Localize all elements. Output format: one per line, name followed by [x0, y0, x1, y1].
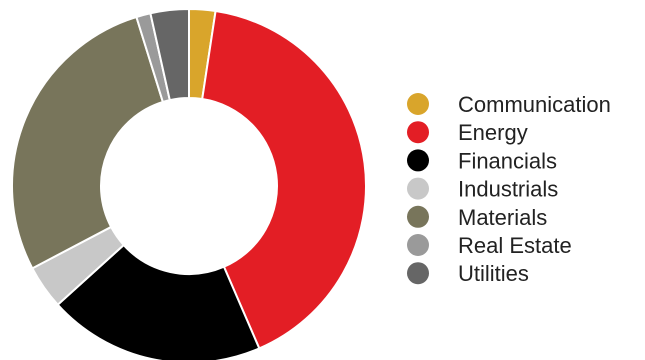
legend-marker-communication [407, 93, 429, 115]
legend-marker-energy [407, 121, 429, 144]
legend-label-industrials: Industrials [458, 177, 558, 202]
legend-label-financials: Financials [458, 148, 557, 173]
legend-marker-utilities [407, 262, 429, 285]
slice-energy [201, 9, 367, 350]
legend: Communication Energy Financials Industrials… [407, 92, 611, 286]
slice-financials [56, 243, 261, 360]
legend-label-real-estate: Real Estate [458, 233, 572, 258]
legend-marker-industrials [407, 177, 429, 200]
slice-utilities [149, 7, 190, 102]
legend-marker-financials [407, 149, 429, 172]
legend-label-materials: Materials [458, 205, 547, 230]
legend-label-communication: Communication [458, 92, 611, 117]
legend-label-energy: Energy [458, 120, 528, 145]
donut-slices [11, 7, 367, 360]
slice-materials [11, 15, 165, 270]
legend-label-utilities: Utilities [458, 261, 529, 286]
legend-marker-real-estate [407, 234, 429, 256]
legend-marker-materials [407, 205, 429, 228]
